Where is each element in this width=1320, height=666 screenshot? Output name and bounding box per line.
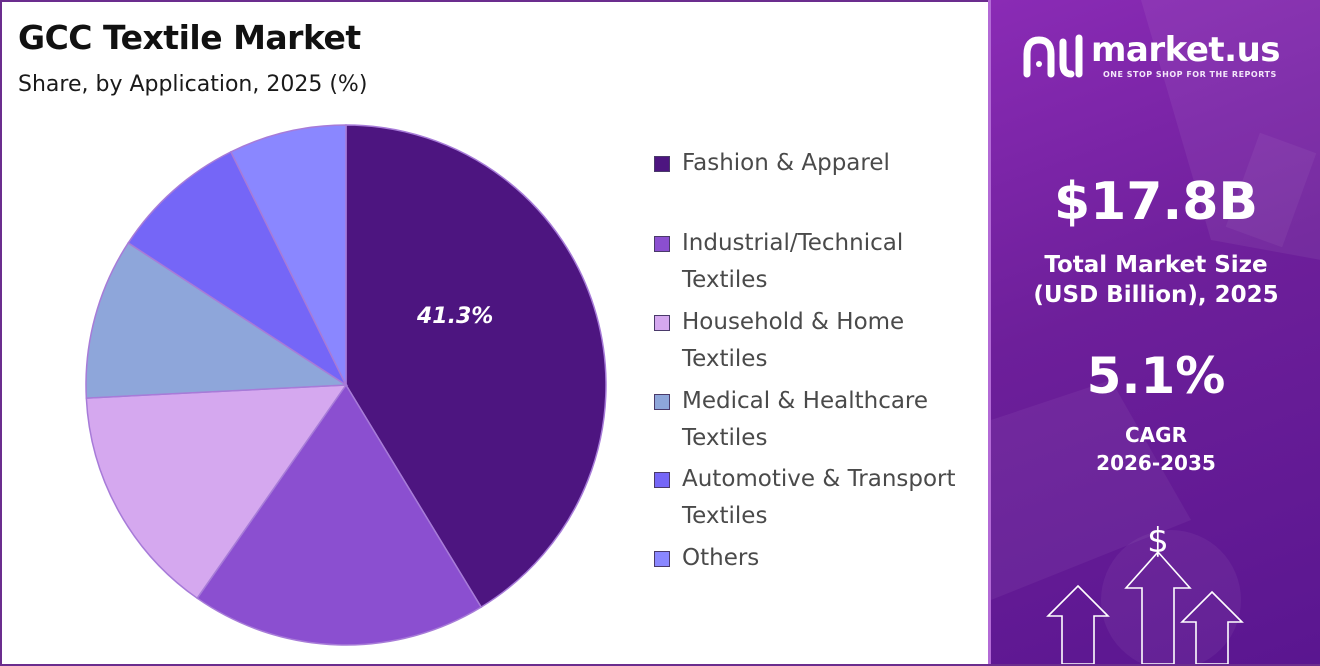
pie-slice — [85, 384, 348, 600]
pie-slice — [196, 383, 483, 646]
market-size-label-line2: (USD Billion), 2025 — [1033, 282, 1279, 308]
legend-label: Industrial/Technical Textiles — [682, 230, 904, 293]
logo-tagline: ONE STOP SHOP FOR THE REPORTS — [1103, 70, 1277, 79]
up-arrow-icon — [1180, 590, 1244, 664]
pie-slice — [85, 241, 349, 399]
slice-data-label: 41.3% — [416, 304, 493, 329]
cagr-value: 5.1% — [1086, 347, 1226, 405]
market-size-value: $17.8B — [1053, 172, 1259, 232]
legend-swatch — [654, 156, 670, 172]
legend-label: Automotive & Transport Textiles — [682, 466, 956, 529]
legend-swatch — [654, 394, 670, 410]
summary-panel: market.us ONE STOP SHOP FOR THE REPORTS … — [988, 0, 1320, 664]
cagr-label-line1: CAGR — [1125, 423, 1187, 447]
legend-swatch — [654, 472, 670, 488]
up-arrow-icon — [1046, 584, 1110, 664]
logo-text: market.us — [1091, 30, 1281, 70]
legend-swatch — [654, 315, 670, 331]
legend-label: Others — [682, 545, 760, 571]
pie-slice — [229, 124, 347, 386]
up-arrow-icon — [1124, 550, 1192, 664]
dollar-icon: $ — [1147, 521, 1169, 561]
market-size-label: Total Market Size (USD Billion), 2025 — [991, 250, 1320, 310]
legend-swatch — [654, 551, 670, 567]
market-us-logo-icon — [1023, 34, 1083, 78]
market-size-label-line1: Total Market Size — [1044, 252, 1268, 278]
chart-title: GCC Textile Market — [18, 18, 361, 57]
legend-label: Household & Home Textiles — [682, 309, 905, 372]
pie-slice — [127, 150, 348, 388]
legend-swatch — [654, 236, 670, 252]
panel-background-decoration — [991, 0, 1320, 664]
cagr-label: CAGR 2026-2035 — [991, 421, 1320, 477]
pie-slice — [345, 124, 607, 609]
cagr-label-line2: 2026-2035 — [1096, 451, 1216, 475]
chart-subtitle: Share, by Application, 2025 (%) — [18, 72, 368, 97]
legend-label: Medical & Healthcare Textiles — [682, 388, 929, 451]
growth-arrows-illustration: $ — [1046, 521, 1244, 664]
legend-label: Fashion & Apparel — [682, 150, 890, 176]
